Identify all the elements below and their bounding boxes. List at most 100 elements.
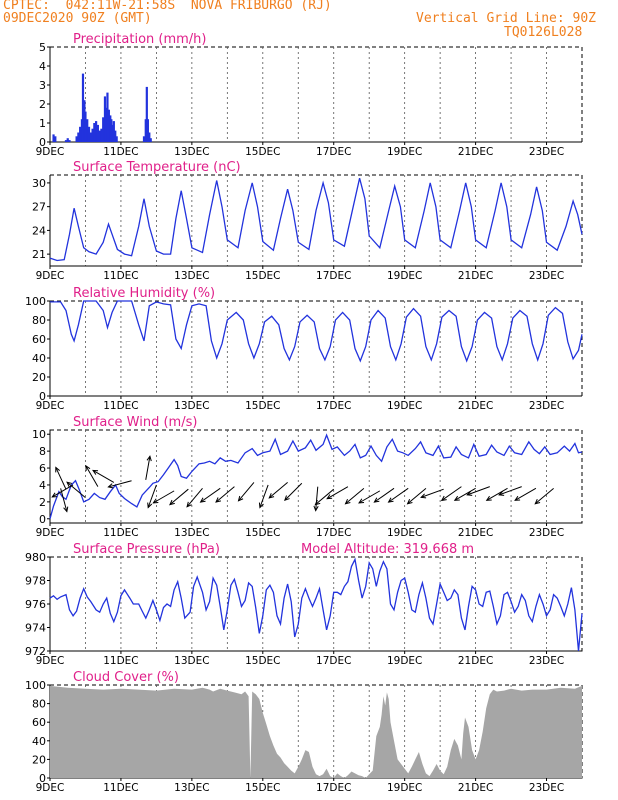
wind-vector-shaft	[186, 488, 203, 508]
wind-vector	[313, 486, 319, 512]
wind-vector	[406, 487, 427, 505]
wind-vector-shaft	[388, 487, 409, 503]
wind-vector-head	[534, 498, 541, 505]
x-tick-label: 19DEC	[387, 146, 422, 158]
x-tick-label: 13DEC	[174, 146, 209, 158]
y-tick-label: 972	[25, 645, 46, 658]
precip-bar	[86, 119, 89, 142]
wind-vector	[485, 487, 508, 501]
x-tick-label: 23DEC	[529, 400, 564, 412]
y-tick-label: 0	[39, 513, 46, 526]
wind-vector-shaft	[358, 490, 381, 504]
wind-vector	[152, 490, 175, 504]
precip-bar	[111, 124, 114, 142]
wind-vector	[169, 488, 189, 506]
wind-vector	[326, 486, 349, 500]
series-line	[49, 433, 583, 519]
wind-vector-shaft	[52, 484, 74, 498]
precip-bar	[95, 121, 98, 142]
wind-vector-head	[406, 498, 413, 505]
y-tick-label: 0	[39, 390, 46, 403]
precip-bar	[107, 109, 110, 142]
wind-vector-head	[358, 498, 365, 504]
wind-vector-shaft	[153, 490, 175, 504]
y-tick-label: 0	[39, 772, 46, 785]
x-tick-label: 9DEC	[36, 270, 65, 282]
panel-title: Cloud Cover (%)	[73, 670, 179, 685]
precip-bar	[89, 132, 92, 142]
wind-vector-shaft	[441, 486, 462, 501]
precip-bar	[145, 86, 148, 142]
x-tick-label: 17DEC	[316, 400, 351, 412]
precip-bar	[112, 121, 115, 142]
y-tick-label: 30	[32, 177, 46, 190]
x-tick-label: 15DEC	[245, 527, 280, 539]
panel-3: Relative Humidity (%) 0 20 40 60 80 100 9DEC 11D…	[25, 286, 583, 412]
x-tick-label: 15DEC	[245, 782, 280, 794]
y-tick-label: 100	[25, 295, 46, 308]
header-grid-note: Vertical Grid Line: 90Z	[416, 11, 597, 26]
x-tick-label: 21DEC	[458, 782, 493, 794]
y-tick-label: 980	[25, 551, 46, 564]
wind-vector-head	[514, 495, 521, 501]
series-line	[49, 557, 583, 652]
wind-vector-head	[344, 498, 351, 505]
x-tick-label: 11DEC	[103, 655, 138, 667]
wind-vector-shaft	[284, 482, 303, 501]
x-tick-label: 9DEC	[36, 527, 65, 539]
y-tick-label: 974	[25, 622, 46, 635]
panel-5: Surface Pressure (hPa) Model Altitude: 31…	[25, 542, 583, 667]
y-tick-label: 2	[39, 496, 46, 509]
x-tick-label: 13DEC	[174, 400, 209, 412]
x-tick-label: 11DEC	[103, 146, 138, 158]
wind-vector-head	[485, 495, 492, 501]
wind-vector-shaft	[407, 487, 427, 505]
x-tick-label: 13DEC	[174, 270, 209, 282]
panel-2: Surface Temperature (nC) 21 24 27 30 9DEC 11DE…	[32, 160, 583, 282]
panel-annotation: Model Altitude: 319.668 m	[301, 542, 474, 557]
x-tick-label: 19DEC	[387, 782, 422, 794]
wind-vector-shaft	[454, 487, 476, 501]
y-tick-label: 60	[32, 333, 46, 346]
wind-vector-shaft	[66, 481, 86, 499]
wind-vector	[268, 482, 288, 499]
panel-4: Surface Wind (m/s) 0 2 4 6 8 10 9DEC 11DEC 13DEC 1…	[32, 415, 583, 539]
x-tick-label: 15DEC	[245, 270, 280, 282]
wind-vector	[85, 464, 99, 487]
wind-vector-head	[146, 455, 152, 462]
wind-vector-head	[147, 502, 153, 509]
precip-bar	[75, 136, 78, 142]
wind-vector-head	[55, 466, 61, 473]
wind-vector-shaft	[259, 484, 269, 508]
wind-vector	[344, 487, 365, 505]
cloud-cover-area	[50, 685, 582, 778]
y-tick-label: 21	[32, 248, 46, 261]
wind-vector-head	[440, 495, 447, 502]
wind-vector-shaft	[374, 487, 395, 503]
y-tick-label: 1	[39, 117, 46, 130]
wind-vector-head	[215, 497, 222, 503]
x-tick-label: 21DEC	[458, 655, 493, 667]
x-tick-label: 13DEC	[174, 527, 209, 539]
wind-vector-shaft	[60, 488, 68, 512]
x-tick-label: 17DEC	[316, 527, 351, 539]
y-tick-label: 5	[39, 41, 46, 54]
panel-1: Precipitation (mm/h) 0 1 2 3 4 5 9DEC 11DEC 13DEC…	[36, 32, 583, 158]
x-tick-label: 21DEC	[458, 270, 493, 282]
wind-vector	[55, 466, 67, 490]
x-tick-label: 19DEC	[387, 655, 422, 667]
panel-6: Cloud Cover (%) 0 20 40 60 80 100 9DEC 11DEC 13DE…	[25, 670, 583, 794]
wind-vector-shaft	[238, 482, 255, 502]
x-tick-label: 9DEC	[36, 146, 65, 158]
wind-vector-shaft	[498, 486, 522, 496]
series-line	[50, 300, 583, 363]
precip-bar	[54, 136, 57, 142]
wind-vector-shaft	[200, 487, 221, 503]
wind-vector-head	[258, 502, 264, 509]
x-tick-label: 9DEC	[36, 655, 65, 667]
wind-vector-shaft	[169, 488, 189, 505]
precip-bar	[64, 140, 68, 142]
precip-bar	[77, 132, 80, 142]
wind-vector-shaft	[315, 488, 335, 505]
wind-vector-head	[63, 506, 69, 513]
